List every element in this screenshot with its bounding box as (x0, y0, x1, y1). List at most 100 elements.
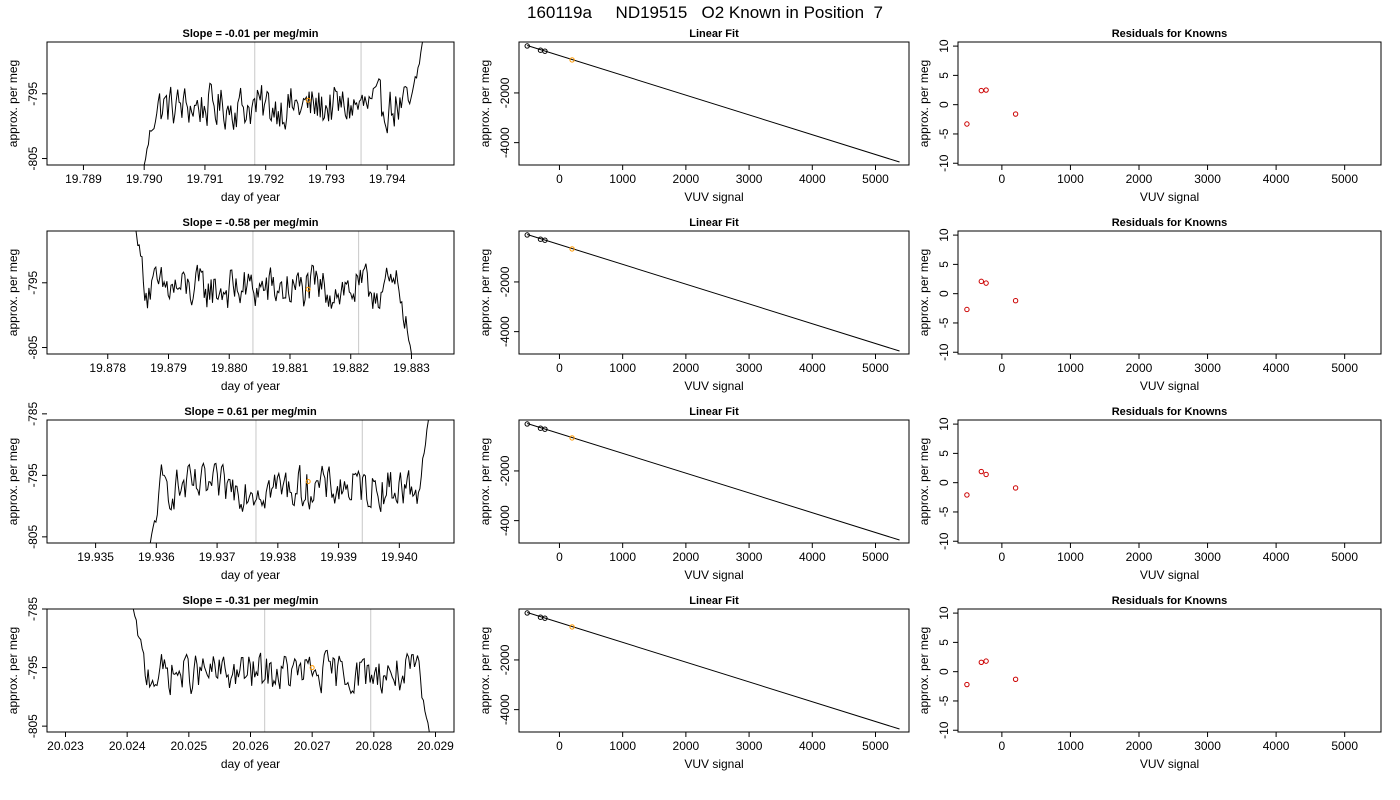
plot-frame (957, 419, 1382, 544)
residual-point (978, 468, 985, 475)
x-tick-label: 2000 (1126, 172, 1153, 186)
y-tick-label: -10 (937, 154, 951, 172)
x-tick-label: 2000 (1126, 361, 1153, 375)
x-tick-label: 1000 (609, 739, 636, 753)
residual-point (978, 278, 985, 285)
panel-time-series-2: Slope = -0.58 per meg/min 19.878 19.879 19.… (6, 217, 455, 393)
panel-title: Slope = -0.01 per meg/min (182, 28, 318, 40)
plot-frame (46, 41, 455, 166)
y-tick-label: 0 (937, 290, 951, 297)
x-tick-label: 19.878 (89, 361, 126, 375)
residual-point (964, 681, 970, 688)
y-axis-label: approx. per meg (6, 627, 20, 714)
panel-residuals-1: Residuals for Knowns 0 1000 2000 3000 4000 500… (917, 28, 1382, 204)
panel-residuals-4: Residuals for Knowns 0 1000 2000 3000 4000 500… (917, 595, 1382, 771)
x-tick-label: 19.936 (138, 550, 175, 564)
y-tick-label: -805 (26, 525, 40, 549)
y-tick-label: -4000 (498, 505, 512, 536)
x-tick-label: 19.939 (320, 550, 357, 564)
x-tick-label: 5000 (1331, 739, 1358, 753)
plot-area (964, 468, 1019, 498)
x-tick-label: 5000 (862, 172, 889, 186)
x-tick-label: 19.791 (187, 172, 224, 186)
y-tick-label: -4000 (498, 127, 512, 158)
x-tick-label: 20.027 (294, 739, 331, 753)
y-tick-label: 0 (937, 101, 951, 108)
residual-point (1012, 111, 1019, 117)
known-point (524, 232, 530, 238)
panel-residuals-3: Residuals for Knowns 0 1000 2000 3000 4000 500… (917, 406, 1382, 582)
x-tick-label: 4000 (799, 172, 826, 186)
residual-point (1012, 298, 1019, 304)
x-tick-label: 19.883 (393, 361, 430, 375)
x-tick-label: 4000 (799, 739, 826, 753)
residual-point (1012, 676, 1019, 682)
figure-title: 160119a ND19515 O2 Known in Position 7 (527, 3, 883, 22)
x-tick-label: 2000 (673, 550, 700, 564)
y-tick-label: -805 (26, 146, 40, 170)
panel-time-series-1: Slope = -0.01 per meg/min 19.789 19.790 19.… (6, 28, 455, 204)
x-axis-label: VUV signal (684, 568, 743, 582)
y-tick-label: -805 (26, 714, 40, 738)
y-tick-label: 5 (937, 639, 951, 646)
plot-frame (957, 230, 1382, 355)
x-tick-label: 19.940 (381, 550, 418, 564)
panel-title: Slope = 0.61 per meg/min (184, 406, 317, 418)
known-point (542, 426, 548, 432)
plot-area (964, 658, 1019, 688)
y-axis-label: approx. per meg (917, 249, 931, 336)
x-tick-label: 5000 (1331, 361, 1358, 375)
x-tick-label: 2000 (673, 361, 700, 375)
x-tick-label: 20.023 (47, 739, 84, 753)
x-tick-label: 19.880 (211, 361, 248, 375)
x-tick-label: 20.024 (109, 739, 146, 753)
x-tick-label: 3000 (736, 172, 763, 186)
x-axis-label: day of year (221, 379, 280, 393)
plot-area (524, 43, 900, 163)
plot-area (135, 231, 412, 354)
x-tick-label: 4000 (1263, 739, 1290, 753)
x-tick-label: 3000 (1194, 361, 1221, 375)
y-tick-label: -5 (937, 695, 951, 706)
y-tick-label: 10 (937, 606, 951, 620)
x-tick-label: 5000 (1331, 172, 1358, 186)
y-tick-label: -10 (937, 532, 951, 550)
x-tick-label: 3000 (1194, 172, 1221, 186)
plot-area (143, 42, 423, 165)
trace-line (149, 420, 429, 543)
y-tick-label: 0 (937, 479, 951, 486)
x-tick-label: 19.937 (199, 550, 236, 564)
x-tick-label: 2000 (673, 172, 700, 186)
panel-title: Linear Fit (689, 28, 739, 40)
y-tick-label: 5 (937, 261, 951, 268)
x-tick-label: 1000 (609, 361, 636, 375)
chart-panels: Slope = -0.01 per meg/min 19.789 19.790 19.… (6, 28, 1382, 771)
known-point (542, 615, 548, 621)
plot-frame (957, 608, 1382, 733)
plot-area (132, 609, 430, 732)
y-axis-label: approx. per meg (6, 60, 20, 147)
trace-line (143, 42, 423, 165)
y-tick-label: -2000 (498, 455, 512, 486)
y-tick-label: -2000 (498, 644, 512, 675)
plot-area (524, 421, 900, 541)
x-tick-label: 0 (556, 550, 563, 564)
y-axis-label: approx. per meg (478, 60, 492, 147)
panel-time-series-3: Slope = 0.61 per meg/min 19.935 19.936 19.9… (6, 402, 455, 582)
y-axis-label: approx. per meg (478, 438, 492, 525)
y-tick-label: -785 (26, 402, 40, 426)
y-tick-label: -5 (937, 128, 951, 139)
residual-point (964, 492, 970, 498)
fit-line (527, 45, 900, 163)
trace-line (132, 609, 430, 732)
plot-area (149, 420, 429, 543)
x-tick-label: 3000 (736, 550, 763, 564)
x-tick-label: 2000 (673, 739, 700, 753)
x-tick-label: 5000 (862, 739, 889, 753)
x-axis-label: day of year (221, 568, 280, 582)
residual-point (978, 87, 985, 94)
x-axis-label: VUV signal (684, 190, 743, 204)
x-tick-label: 19.792 (247, 172, 284, 186)
y-tick-label: -4000 (498, 694, 512, 725)
